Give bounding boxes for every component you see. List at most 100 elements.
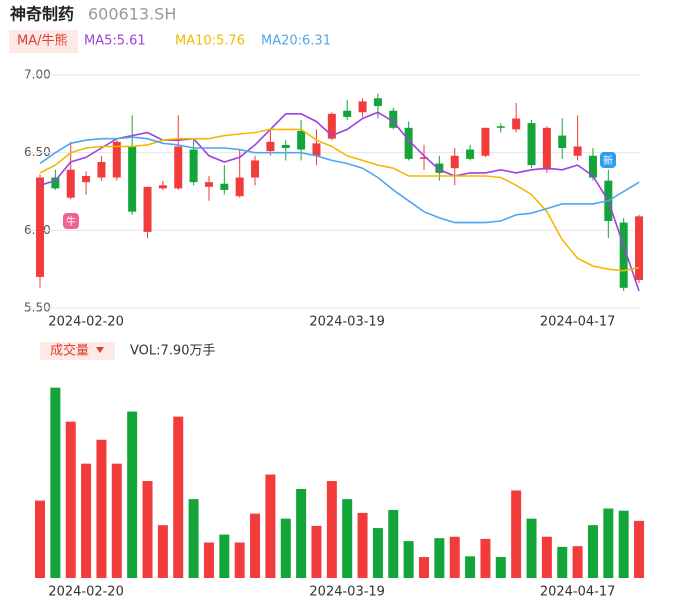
- volume-bar: [618, 510, 629, 578]
- vol-legend: VOL:7.90万手: [130, 344, 215, 359]
- candle-body: [220, 183, 229, 190]
- candle-body: [297, 130, 306, 150]
- vol-button-bg[interactable]: [40, 342, 115, 360]
- badge-label: 新: [603, 154, 613, 167]
- volume-bar: [634, 520, 645, 578]
- volume-bar: [526, 518, 537, 578]
- volume-bar: [572, 546, 583, 578]
- x-tick-label: 2024-02-20: [48, 315, 124, 330]
- candle-body: [450, 155, 459, 169]
- stock-code: 600613.SH: [88, 5, 176, 24]
- volume-bar: [434, 538, 445, 578]
- volume-bar: [173, 416, 184, 578]
- candle-body: [158, 185, 167, 189]
- volume-bar: [81, 463, 92, 578]
- candle-body: [481, 127, 490, 156]
- candle-body: [512, 118, 521, 130]
- volume-bar: [265, 474, 276, 578]
- x-tick-label: 2024-03-19: [309, 585, 385, 600]
- volume-bar: [511, 490, 522, 578]
- volume-bar: [419, 557, 429, 578]
- volume-bar: [603, 508, 614, 578]
- volume-bar: [65, 421, 76, 578]
- candle-body: [588, 155, 597, 178]
- ma-line: [39, 136, 640, 224]
- volume-bar: [311, 525, 322, 578]
- volume-bar: [326, 481, 337, 578]
- volume-bar: [587, 525, 598, 578]
- candle-body: [358, 101, 367, 113]
- candle-body: [343, 110, 352, 117]
- x-tick-label: 2024-02-20: [48, 585, 124, 600]
- x-tick-label: 2024-03-19: [309, 315, 385, 330]
- candle-body: [373, 98, 382, 107]
- badge-label: 牛: [66, 215, 76, 228]
- x-tick-label: 2024-04-17: [540, 585, 616, 600]
- volume-bar: [250, 513, 261, 578]
- ma-line: [39, 111, 640, 292]
- candle-body: [143, 186, 152, 232]
- volume-bar: [111, 463, 122, 578]
- volume-bar: [219, 534, 230, 578]
- volume-bar: [203, 542, 214, 578]
- candle-body: [389, 110, 398, 128]
- candle-body: [496, 126, 505, 128]
- candle-body: [542, 127, 551, 170]
- ma-line: [39, 128, 640, 272]
- candle-body: [404, 127, 413, 159]
- volume-bar: [557, 546, 568, 578]
- ma-button[interactable]: MA/牛熊: [17, 33, 68, 49]
- candle-body: [435, 163, 444, 173]
- candle-body: [281, 144, 290, 149]
- volume-bar: [495, 557, 506, 578]
- legend-entry: MA20:6.31: [261, 34, 331, 49]
- volume-bar: [234, 542, 245, 578]
- candle-body: [635, 216, 644, 281]
- candle-body: [174, 146, 183, 189]
- volume-bar: [280, 518, 291, 578]
- volume-bar: [188, 499, 199, 578]
- volume-bar: [449, 536, 460, 578]
- candle-body: [327, 113, 336, 139]
- volume-bar: [142, 481, 153, 578]
- volume-bar: [342, 499, 353, 578]
- candle-body: [51, 177, 60, 189]
- volume-bar: [35, 500, 45, 578]
- vol-button[interactable]: 成交量: [50, 343, 89, 359]
- volume-bar: [541, 536, 552, 578]
- candle-body: [527, 123, 536, 166]
- volume-bar: [388, 509, 399, 578]
- candle-body: [66, 169, 75, 198]
- candle-body: [235, 177, 244, 197]
- badge: [600, 152, 616, 168]
- volume-bar: [403, 541, 414, 578]
- candle-body: [97, 161, 106, 178]
- volume-bar: [96, 439, 107, 578]
- volume-bar: [127, 411, 138, 578]
- candle-body: [573, 146, 582, 156]
- volume-bar: [357, 512, 368, 578]
- volume-bar: [372, 528, 383, 578]
- stock-name: 神奇制药: [10, 5, 74, 24]
- volume-bar: [480, 538, 491, 578]
- ma-button-bg[interactable]: [9, 30, 78, 53]
- legend-entry: MA10:5.76: [175, 34, 245, 49]
- candle-body: [466, 149, 475, 159]
- badge: [63, 213, 79, 229]
- legend-entry: MA5:5.61: [84, 34, 146, 49]
- candle-body: [128, 146, 137, 212]
- candle-body: [420, 157, 428, 159]
- candle-body: [189, 149, 198, 183]
- candle-body: [36, 177, 44, 277]
- volume-bar: [296, 488, 307, 578]
- candle-body: [266, 141, 275, 152]
- candle-body: [112, 141, 121, 178]
- candle-body: [251, 160, 260, 178]
- x-tick-label: 2024-04-17: [540, 315, 616, 330]
- candle-body: [558, 135, 567, 149]
- volume-bar: [465, 556, 476, 578]
- candle-body: [82, 175, 91, 183]
- candle-body: [204, 182, 213, 187]
- candle-body: [312, 143, 321, 156]
